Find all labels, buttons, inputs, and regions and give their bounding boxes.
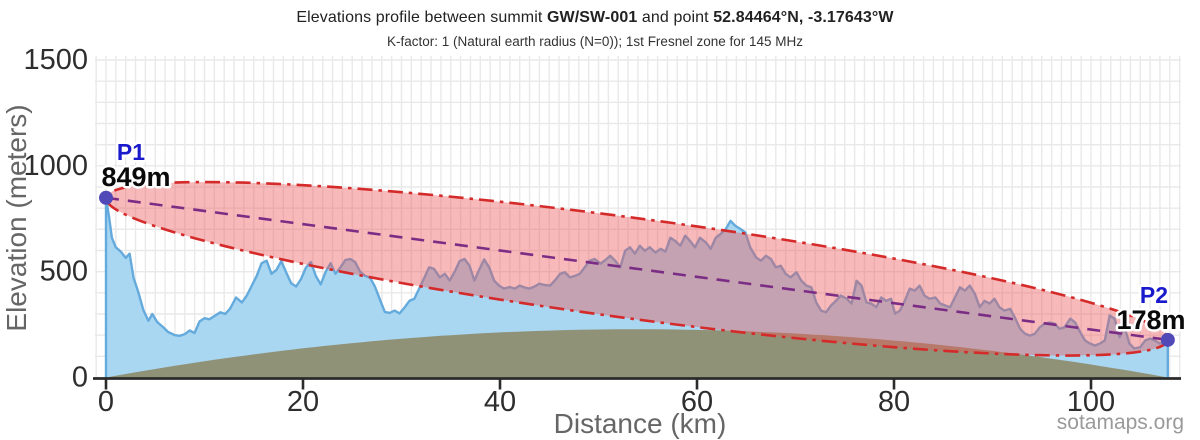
x-axis-tick-label: 60 xyxy=(681,386,713,418)
p1-elevation-label: 849m xyxy=(101,162,170,192)
x-axis-tick-label: 80 xyxy=(878,386,910,418)
x-axis-tick-label: 40 xyxy=(484,386,516,418)
terrain-area xyxy=(104,196,1170,378)
p2-label: P2 xyxy=(1140,282,1168,308)
x-axis-tick-label: 20 xyxy=(287,386,319,418)
y-axis-tick-label: 0 xyxy=(72,362,88,394)
line-of-sight xyxy=(105,196,1169,342)
chart-title: Elevations profile between summit GW/SW-… xyxy=(0,9,1190,27)
y-axis-tick-label: 500 xyxy=(40,256,88,288)
x-axis-tick-label: 100 xyxy=(1067,386,1115,418)
y-axis-tick-label: 1000 xyxy=(23,150,88,182)
grid xyxy=(95,56,1181,379)
chart-subtitle: K-factor: 1 (Natural earth radius (N=0))… xyxy=(386,34,804,49)
chart-title-segment: and point xyxy=(637,9,714,26)
chart-title-segment: 52.84464°N, -3.17643°W xyxy=(713,9,894,26)
p2-elevation-label: 178m xyxy=(1116,305,1185,335)
y-axis-title: Elevation (meters) xyxy=(1,104,32,331)
x-axis-tick-label: 0 xyxy=(98,386,114,418)
x-axis-title: Distance (km) xyxy=(554,408,727,439)
chart-title-segment: GW/SW-001 xyxy=(546,9,638,26)
p2-marker xyxy=(1160,332,1175,347)
p1-marker xyxy=(99,190,113,205)
watermark: sotamaps.org xyxy=(1056,411,1184,434)
y-axis-tick-label: 1500 xyxy=(23,44,88,76)
p1-label: P1 xyxy=(117,139,145,165)
chart-title-segment: Elevations profile between summit xyxy=(296,9,547,26)
earth-curvature-area xyxy=(106,329,1168,378)
